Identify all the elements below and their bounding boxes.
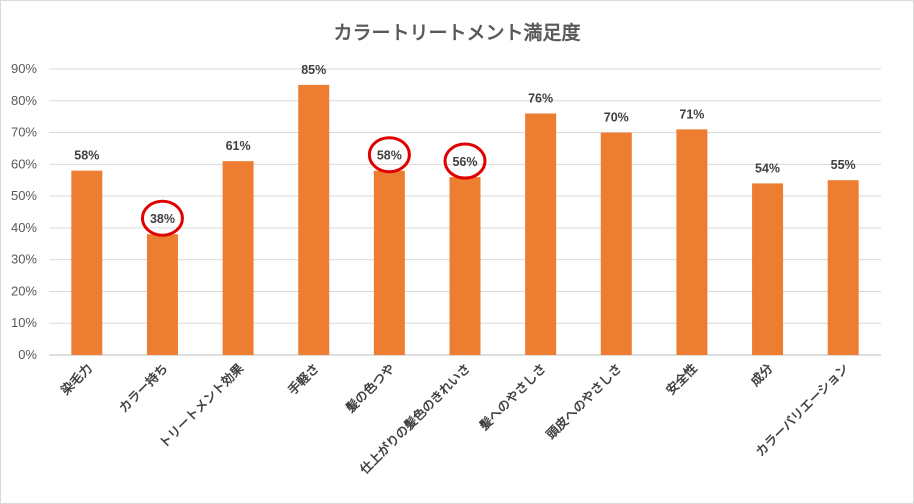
data-label: 70%: [604, 111, 629, 125]
y-tick-label: 20%: [11, 283, 37, 298]
data-labels: 58% 38% 61% 85% 58% 56% 76% 70% 71% 54% 55%: [74, 63, 855, 226]
highlight-circles: [140, 136, 487, 237]
y-tick-label: 40%: [11, 220, 37, 235]
x-tick-label: 安全性: [663, 360, 700, 397]
bar: [449, 177, 481, 355]
bar: [146, 234, 178, 355]
data-label: 76%: [528, 91, 553, 105]
bar: [676, 129, 708, 355]
data-label: 61%: [226, 139, 251, 153]
x-tick-label: カラー持ち: [116, 361, 171, 416]
data-label: 58%: [74, 149, 99, 163]
x-tick-label: 成分: [747, 360, 776, 389]
data-label: 54%: [755, 161, 780, 175]
y-tick-label: 90%: [11, 61, 37, 76]
y-tick-label: 0%: [18, 347, 37, 362]
y-tick-label: 30%: [11, 252, 37, 267]
x-tick-label: 髪の色つや: [342, 361, 398, 417]
bar: [71, 170, 103, 355]
data-label: 38%: [150, 212, 175, 226]
x-tick-label: 染毛力: [57, 361, 95, 399]
data-label: 85%: [301, 63, 326, 77]
y-tick-label: 70%: [11, 125, 37, 140]
x-tick-label: 髪へのやさしさ: [476, 361, 549, 434]
bar: [525, 113, 557, 355]
x-tick-label: 頭皮へのやさしさ: [543, 361, 624, 442]
y-tick-label: 60%: [11, 156, 37, 171]
highlight-circle: [367, 136, 411, 174]
bar: [600, 132, 632, 355]
bar: [298, 84, 330, 355]
highlight-circle: [443, 142, 487, 180]
y-tick-label: 50%: [11, 188, 37, 203]
highlight-circle: [140, 199, 184, 237]
chart-title: カラートリートメント満足度: [333, 21, 581, 44]
data-label: 58%: [377, 149, 402, 163]
y-axis-tick-labels: 0% 10% 20% 30% 40% 50% 60% 70% 80% 90%: [11, 61, 37, 362]
bar: [752, 183, 784, 355]
bar: [222, 161, 254, 355]
data-label: 71%: [679, 107, 704, 121]
y-tick-label: 10%: [11, 315, 37, 330]
y-tick-label: 80%: [11, 93, 37, 108]
bar: [827, 180, 859, 355]
bars: [71, 84, 859, 355]
x-tick-label: 手軽さ: [285, 361, 322, 398]
bar: [373, 170, 405, 355]
data-label: 55%: [831, 158, 856, 172]
x-tick-label: トリートメント効果: [156, 360, 247, 451]
data-label: 56%: [452, 155, 477, 169]
